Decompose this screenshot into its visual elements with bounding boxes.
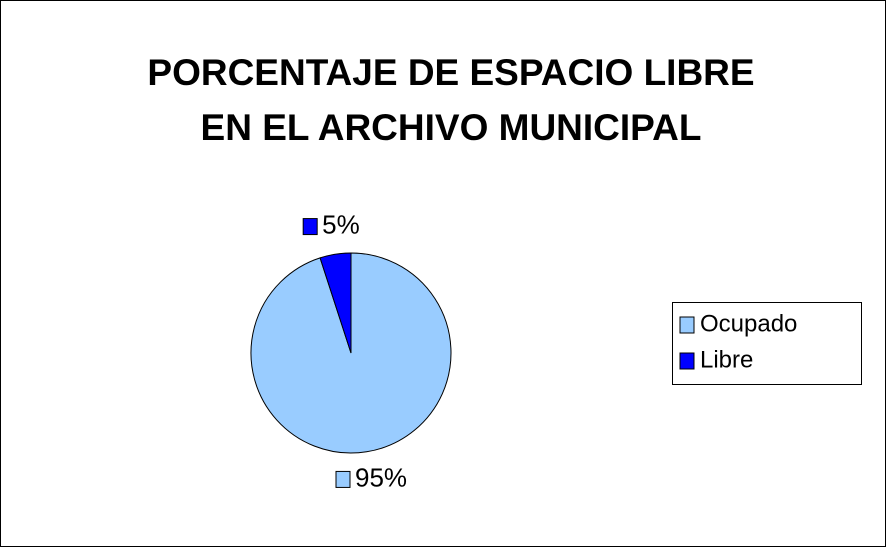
data-label-key — [302, 218, 318, 236]
pie-slice — [319, 252, 352, 354]
legend-label: Libre — [700, 346, 753, 373]
legend-box — [672, 302, 862, 385]
data-label-key — [335, 470, 351, 488]
legend-swatch — [679, 352, 695, 370]
data-label: 5% — [322, 209, 360, 239]
legend-label: Ocupado — [700, 310, 797, 337]
chart-title: EN EL ARCHIVO MUNICIPAL — [201, 107, 702, 148]
chart-title: PORCENTAJE DE ESPACIO LIBRE — [147, 52, 754, 93]
legend-swatch — [679, 316, 695, 334]
data-label: 95% — [355, 462, 407, 492]
